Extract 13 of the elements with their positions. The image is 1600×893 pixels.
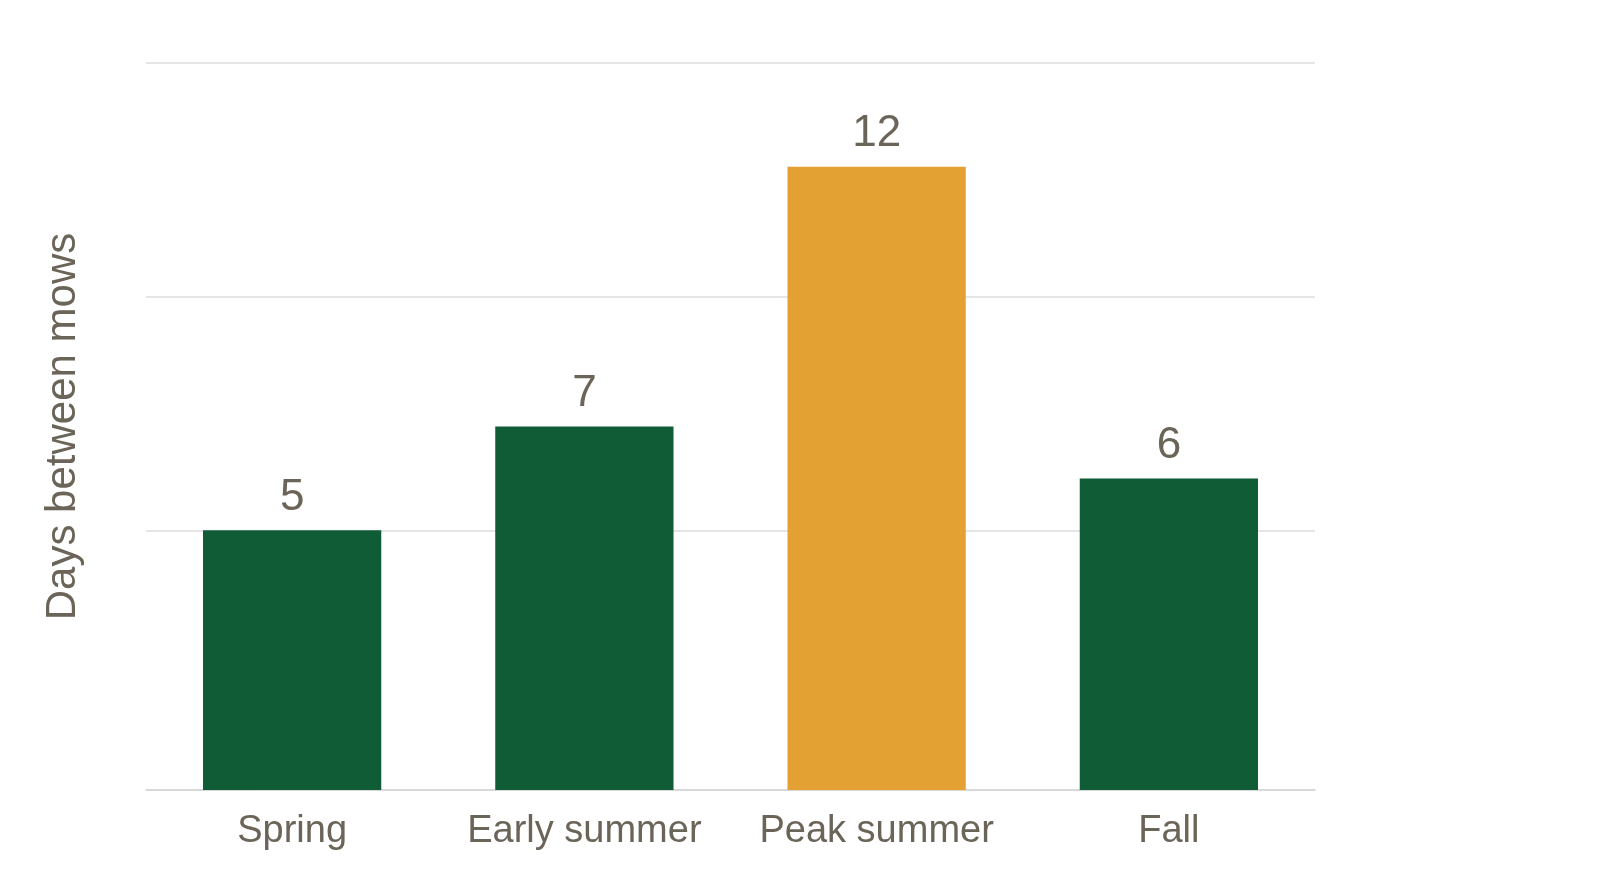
data-label: 6 bbox=[1156, 417, 1182, 467]
data-label: 12 bbox=[852, 106, 902, 156]
bar bbox=[1079, 478, 1259, 790]
y-axis-title: Days between mows bbox=[36, 232, 84, 621]
x-tick-label: Fall bbox=[1138, 808, 1200, 850]
bar bbox=[202, 530, 382, 790]
bar bbox=[495, 426, 674, 790]
bar bbox=[787, 166, 966, 790]
data-label: 5 bbox=[279, 469, 305, 519]
x-tick-label: Spring bbox=[237, 808, 348, 850]
data-label: 7 bbox=[572, 366, 597, 415]
x-tick-label: Peak summer bbox=[759, 808, 995, 850]
x-tick-label: Early summer bbox=[467, 808, 702, 850]
